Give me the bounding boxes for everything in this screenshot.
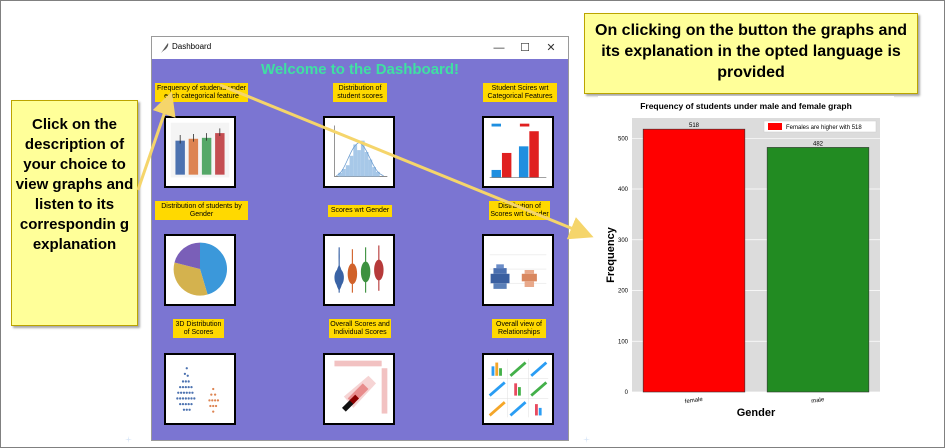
- overall-scores-button[interactable]: Overall Scores and Individual Scores: [329, 319, 391, 338]
- close-button[interactable]: ✕: [546, 42, 556, 54]
- window-title: Dashboard: [172, 42, 212, 51]
- thumb-bar: [188, 138, 199, 175]
- relationships-button[interactable]: Overall view of Relationships: [492, 319, 546, 338]
- score-histogram-thumbnail[interactable]: [323, 116, 395, 188]
- legend-box: [763, 120, 877, 133]
- top-instruction-callout: On clicking on the button the graphs and…: [584, 13, 918, 94]
- thumb-bar: [175, 140, 185, 175]
- sparkle-icon: [583, 436, 590, 443]
- y-tick-label: 0: [625, 390, 629, 396]
- gender-frequency-chart: Frequency of students under male and fem…: [598, 96, 894, 420]
- categorical-scores-button[interactable]: Student Scires wrt Categorical Features: [483, 83, 557, 102]
- left-instruction-callout: Click on the description of your choice …: [11, 100, 138, 326]
- sparkle-icon: [125, 436, 132, 443]
- x-tick-label: female: [685, 397, 704, 406]
- minimize-button[interactable]: —: [493, 42, 505, 54]
- chart-title: Frequency of students under male and fem…: [640, 101, 852, 111]
- title-bar: Dashboard — ☐ ✕: [152, 37, 568, 59]
- dashboard-window: Dashboard — ☐ ✕ Welcome to the Dashboard…: [151, 36, 569, 441]
- feather-icon: [161, 43, 169, 53]
- y-tick-label: 500: [618, 136, 629, 142]
- gender-pie-thumbnail[interactable]: [164, 234, 236, 306]
- y-axis-label: Frequency: [605, 226, 617, 283]
- y-tick-label: 400: [618, 187, 629, 193]
- maximize-button[interactable]: ☐: [520, 42, 530, 54]
- y-tick-label: 200: [618, 289, 629, 295]
- legend-label: Females are higher with 518: [786, 125, 862, 131]
- frequency-thumbnail[interactable]: [164, 116, 236, 188]
- y-tick-label: 100: [618, 339, 629, 345]
- bar-value-label: 482: [813, 141, 824, 147]
- pairplot-thumbnail[interactable]: [482, 353, 554, 425]
- hexbin-thumbnail[interactable]: [323, 353, 395, 425]
- dashboard-client-area: Welcome to the Dashboard! Frequency of s…: [152, 59, 568, 440]
- boxen-thumbnail[interactable]: [482, 234, 554, 306]
- thumb-bar: [201, 137, 212, 175]
- bar-male: [766, 147, 870, 393]
- x-axis-label: Gender: [737, 407, 776, 419]
- score-distribution-button[interactable]: Distribution of student scores: [333, 83, 387, 102]
- x-tick-label: male: [811, 397, 825, 405]
- legend-swatch: [768, 123, 782, 130]
- violin-thumbnail[interactable]: [323, 234, 395, 306]
- categorical-scores-thumbnail[interactable]: [482, 116, 554, 188]
- frequency-button[interactable]: Frequency of students under each categor…: [155, 83, 248, 102]
- thumb-bar: [215, 133, 225, 175]
- bar-value-label: 518: [689, 123, 700, 129]
- y-tick-label: 300: [618, 238, 629, 244]
- scores-gender-button[interactable]: Scores wrt Gender: [328, 205, 392, 217]
- welcome-heading: Welcome to the Dashboard!: [260, 61, 460, 78]
- chart-svg: Frequency of students under male and fem…: [605, 101, 880, 419]
- 3d-distribution-button[interactable]: 3D Distribution of Scores: [173, 319, 224, 338]
- chart-legend: Females are higher with 518: [763, 120, 877, 133]
- gender-distribution-button[interactable]: Distribution of students by Gender: [155, 201, 248, 220]
- score-distribution-gender-button[interactable]: Distribution of Scores wrt Gender: [489, 201, 550, 220]
- bar-female: [642, 128, 746, 393]
- swarm-thumbnail[interactable]: [164, 353, 236, 425]
